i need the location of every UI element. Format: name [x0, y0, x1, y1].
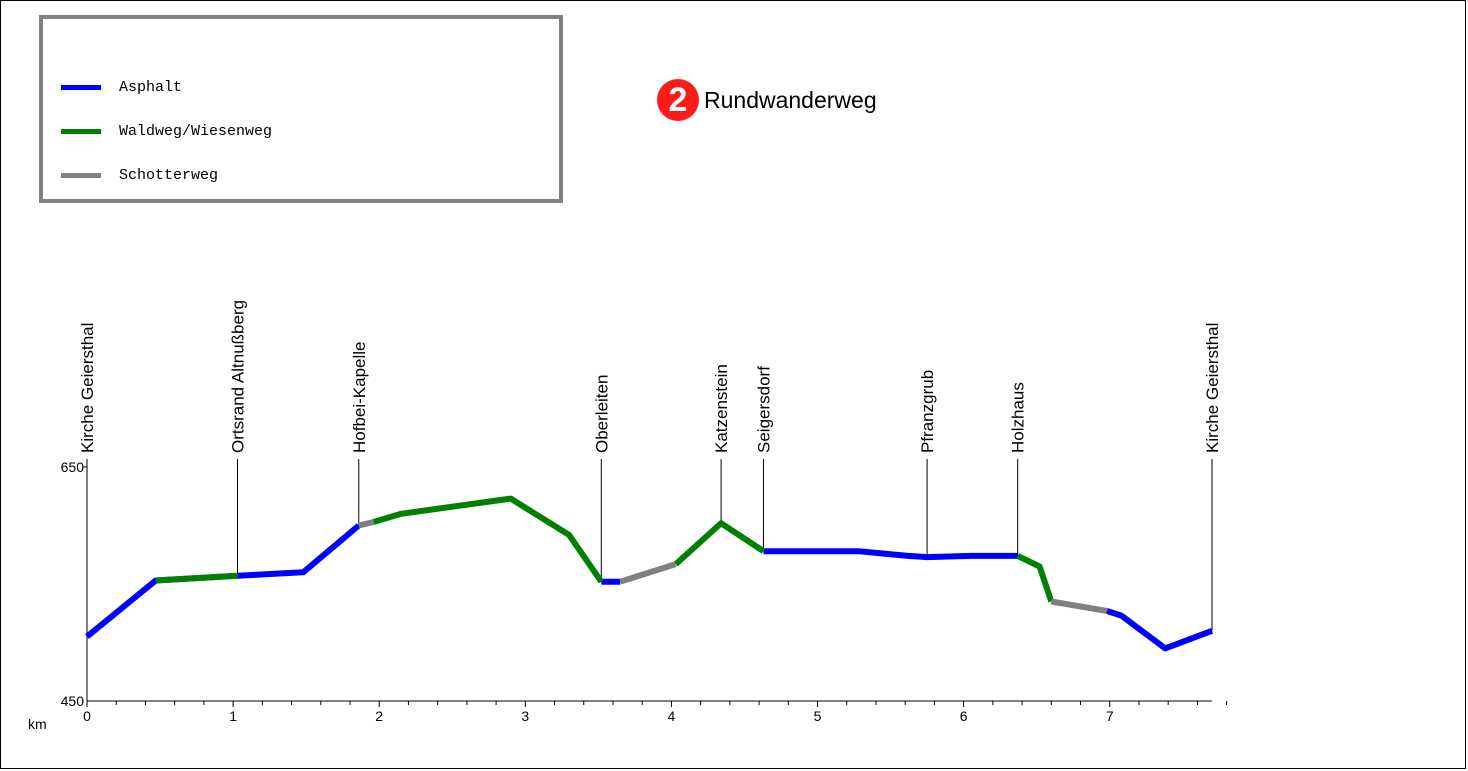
waypoint-label: Ortsrand Altnußberg: [228, 300, 247, 453]
profile-segment: [1105, 608, 1214, 652]
waypoint-label: Holzhaus: [1009, 382, 1028, 453]
legend-label: Schotterweg: [119, 166, 219, 184]
waypoint-label: Pfranzgrub: [918, 370, 937, 453]
y-tick-label: 650: [61, 459, 85, 475]
chart-header: 2 Rundwanderweg: [657, 79, 877, 121]
waypoint-label: Katzenstein: [712, 364, 731, 453]
legend-label: Waldweg/Wiesenweg: [119, 122, 273, 140]
legend-item-waldweg: Waldweg/Wiesenweg: [61, 120, 272, 142]
route-number-badge: 2: [657, 79, 699, 121]
profile-segment: [763, 548, 1018, 561]
x-tick-label: 4: [668, 708, 676, 724]
x-tick-label: 3: [521, 708, 529, 724]
waypoint-label: Hofbei-Kapelle: [350, 341, 369, 453]
legend-swatch-schotterweg: [61, 172, 101, 178]
x-tick-label: 6: [960, 708, 968, 724]
profile-segment: [1050, 598, 1108, 614]
legend-swatch-waldweg: [61, 128, 101, 134]
waypoint-label: Seigersdorf: [754, 366, 773, 453]
profile-segment: [155, 572, 238, 584]
x-tick-label: 0: [83, 708, 91, 724]
x-tick-label: 7: [1106, 708, 1114, 724]
x-axis-label: km: [28, 716, 47, 732]
x-tick-label: 1: [229, 708, 237, 724]
x-tick-label: 5: [814, 708, 822, 724]
profile-segment: [372, 495, 604, 584]
legend: Asphalt Waldweg/Wiesenweg Schotterweg: [39, 15, 563, 203]
profile-segment: [85, 523, 361, 639]
legend-swatch-asphalt: [61, 84, 101, 90]
waypoint-label: Kirche Geiersthal: [78, 323, 97, 453]
profile-segment: [1016, 553, 1055, 603]
legend-label: Asphalt: [119, 78, 183, 96]
waypoint-label: Kirche Geiersthal: [1203, 323, 1222, 453]
profile-segment: [358, 519, 375, 529]
waypoint-label: Oberleiten: [592, 375, 611, 453]
chart-title: Rundwanderweg: [704, 86, 877, 113]
y-tick-label: 450: [61, 693, 85, 709]
profile-segment: [673, 520, 766, 567]
x-tick-label: 2: [375, 708, 383, 724]
legend-item-schotterweg: Schotterweg: [61, 164, 218, 186]
profile-segment: [619, 561, 677, 585]
legend-item-asphalt: Asphalt: [61, 76, 182, 98]
